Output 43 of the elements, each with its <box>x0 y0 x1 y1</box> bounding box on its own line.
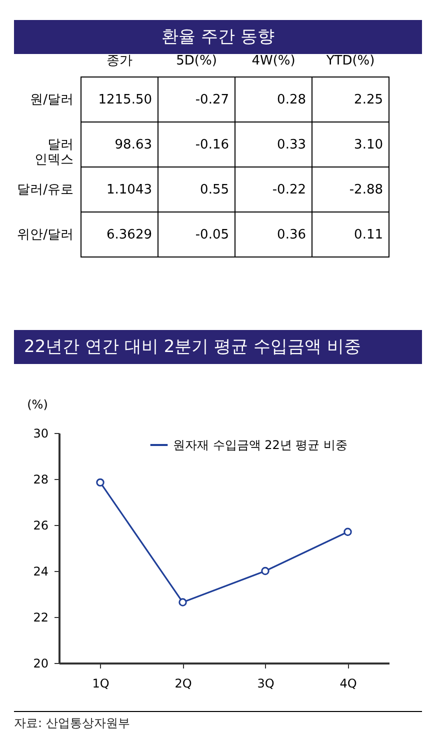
point <box>344 528 352 536</box>
y-tick-label: 22 <box>33 610 48 624</box>
data-label: -0.16 <box>195 138 229 152</box>
data-label: 6.3629 <box>106 228 152 242</box>
data-label: -2.88 <box>349 182 383 198</box>
x-tick-label: 1Q <box>92 676 110 690</box>
y-tick-label: 달러 인덱스 <box>34 138 74 168</box>
y-tick-label: 20 <box>33 656 48 670</box>
point <box>178 598 187 606</box>
data-label: -0.22 <box>272 182 306 198</box>
point <box>261 566 270 576</box>
y-tick-label: 달러/유로 <box>17 182 74 198</box>
y-axis-title: (%) <box>27 398 48 412</box>
x-tick-label: 4Q <box>340 676 357 690</box>
y-tick-label: 26 <box>33 518 48 532</box>
x-tick-label: 3Q <box>257 676 274 690</box>
data-label: 0.55 <box>200 182 229 198</box>
data-label: 0.11 <box>354 228 383 242</box>
data-label: 3.10 <box>354 138 383 152</box>
x-tick-label: 종가 <box>106 54 132 68</box>
y-tick-label: 28 <box>33 472 48 486</box>
chart-title: 환율 주간 동향 <box>14 20 422 54</box>
data-label: 2.25 <box>354 92 383 108</box>
data-label: 1.1043 <box>106 182 152 198</box>
data-label: 1215.50 <box>98 92 152 108</box>
legend-label: 원자재 수입금액 22년 평균 비중 <box>173 438 348 452</box>
y-tick-label: 30 <box>33 426 48 440</box>
x-tick-label: 4W(%) <box>252 54 296 68</box>
x-tick-label: YTD(%) <box>325 54 375 68</box>
y-tick-label: 24 <box>33 564 48 578</box>
data-label: 98.63 <box>114 138 152 152</box>
x-tick-label: 5D(%) <box>176 54 217 68</box>
chart-title: 22년간 연간 대비 2분기 평균 수입금액 비중 <box>14 330 422 364</box>
data-label: 0.33 <box>277 138 306 152</box>
data-label: 0.28 <box>277 92 306 108</box>
y-tick-label: 원/달러 <box>30 92 74 108</box>
y-tick-label: 위안/달러 <box>17 228 74 242</box>
data-label: 0.36 <box>277 228 306 242</box>
x-tick-label: 2Q <box>174 676 192 690</box>
point <box>96 478 104 487</box>
data-label: -0.05 <box>195 228 229 242</box>
data-label: -0.27 <box>195 92 229 108</box>
text: 자료: 산업통상자원부 <box>14 711 422 732</box>
